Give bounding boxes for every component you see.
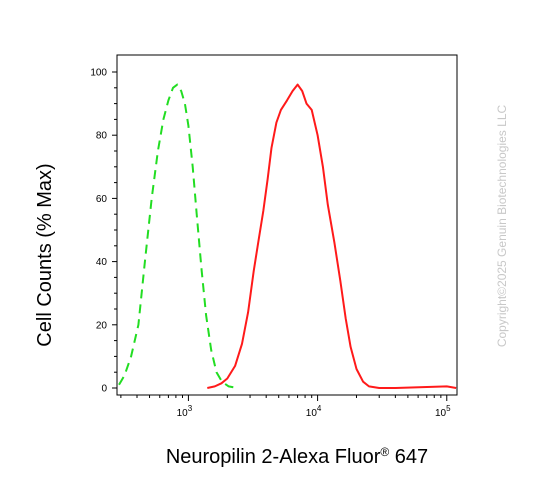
x-tick-label: 104 xyxy=(306,404,322,419)
y-axis-title: Cell Counts (% Max) xyxy=(34,163,56,346)
labels-layer: 0 20 40 60 80 100 103 104 105 Cell Counts (% Max)… xyxy=(34,68,509,469)
series-2-line xyxy=(207,83,457,389)
y-tick-label: 60 xyxy=(96,194,108,205)
y-tick-label: 40 xyxy=(96,257,108,268)
y-tick-label: 80 xyxy=(96,131,108,142)
x-tick-label: 105 xyxy=(435,404,451,419)
plot-frame xyxy=(116,54,458,396)
x-tick-label: 103 xyxy=(177,404,193,419)
series-layer xyxy=(118,83,457,389)
y-tick-label: 100 xyxy=(90,68,107,79)
y-tick-label: 0 xyxy=(101,384,107,395)
axes-layer xyxy=(112,54,458,401)
x-axis-title: Neuropilin 2-Alexa Fluor® 647 xyxy=(166,445,428,468)
copyright-watermark: Copyright©2025 Genuin Biotechnologies LL… xyxy=(495,105,509,348)
series-1-line xyxy=(118,83,238,389)
y-tick-label: 20 xyxy=(96,320,108,331)
